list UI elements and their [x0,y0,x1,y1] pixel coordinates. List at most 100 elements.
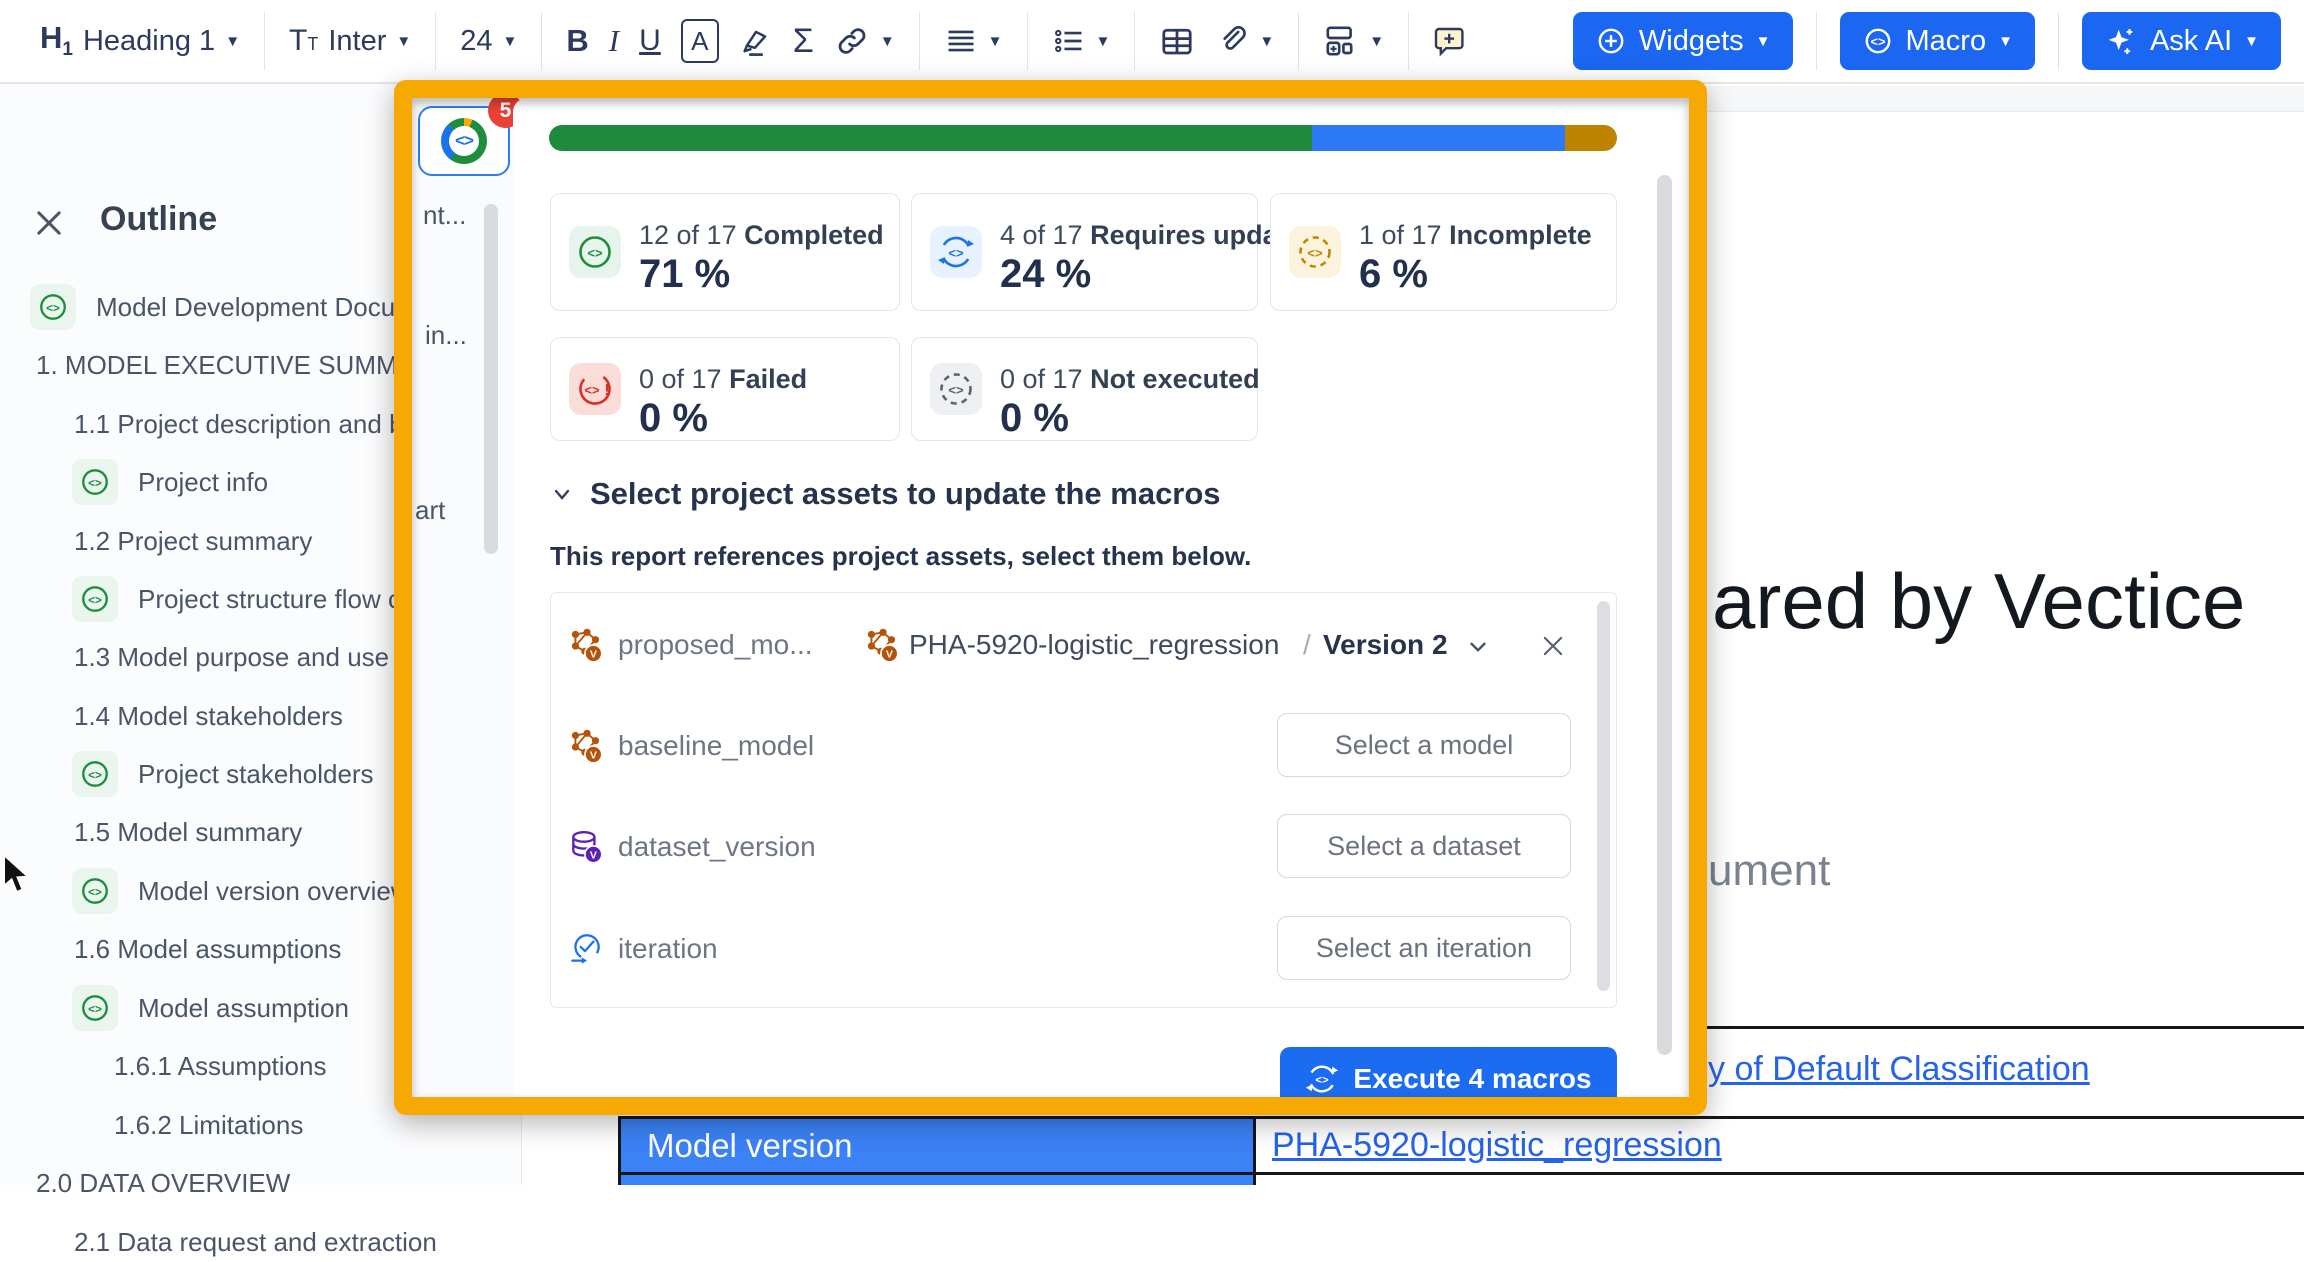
sidebar-item[interactable]: 1.6.1 Assumptions [114,1051,327,1081]
toolbar-divider [1026,12,1028,70]
svg-text:<>: <> [88,1003,102,1016]
sidebar-item[interactable]: Model assumption [138,993,349,1023]
outline-showthrough-fragment: nt... [423,200,467,230]
svg-text:<>: <> [88,886,102,899]
svg-text:!: ! [604,382,609,399]
table-button[interactable] [1159,23,1195,59]
toolbar-divider [918,12,920,70]
sidebar-item[interactable]: 1.4 Model stakeholders [74,701,343,731]
heading-style-dropdown[interactable]: H1 Heading 1 ▼ [40,20,240,61]
svg-text:<>: <> [584,383,600,398]
status-count: 12 of 17 [639,220,745,250]
sidebar-item[interactable]: 1.1 Project description and bu [74,409,418,439]
select-dataset-button[interactable]: Select a dataset [1277,814,1571,878]
svg-text:<>: <> [1316,1075,1330,1087]
chevron-down-icon[interactable] [1465,634,1491,660]
status-card-failed: <>! 0 of 17 Failed 0 % [550,337,900,441]
font-size-dropdown[interactable]: 24 ▼ [460,25,517,58]
sidebar-item[interactable]: 1.2 Project summary [74,526,313,556]
toolbar-divider [435,12,437,70]
svg-text:V: V [590,850,597,862]
status-percent: 6 % [1359,252,1428,296]
heading1-icon: H1 [40,20,73,61]
widgets-button[interactable]: Widgets ▼ [1572,12,1793,70]
caret-down-icon: ▼ [225,32,241,50]
svg-text:<>: <> [948,246,964,261]
caret-down-icon: ▼ [1369,32,1385,50]
select-iteration-button[interactable]: Select an iteration [1277,916,1571,980]
panel-scrollbar[interactable] [1657,175,1672,1055]
font-family-dropdown[interactable]: TT Inter ▼ [289,24,411,58]
attachment-dropdown[interactable]: ▼ [1215,24,1274,58]
ask-ai-button[interactable]: Ask AI ▼ [2081,12,2281,70]
macro-button[interactable]: <> Macro ▼ [1839,12,2035,70]
sidebar-item[interactable]: Model version overview [138,876,410,906]
text-color-button[interactable]: A [680,19,719,63]
sidebar-item[interactable]: 1. MODEL EXECUTIVE SUMMARY [36,350,451,380]
sidebar-item[interactable]: Project structure flow ch [138,584,416,614]
table-cell-selected [621,1175,1253,1185]
list-dropdown[interactable]: ▼ [1052,24,1111,58]
sidebar-item[interactable]: Project stakeholders [138,759,374,789]
outline-title: Outline [100,200,218,238]
model-version-link[interactable]: PHA-5920-logistic_regression [1272,1126,1722,1164]
assets-list: V proposed_mo... V PHA-5920-logistic_reg… [550,592,1617,1008]
sidebar-item[interactable]: 1.5 Model summary [74,817,303,847]
sidebar-item[interactable]: 2.0 DATA OVERVIEW [36,1168,291,1198]
formula-button[interactable]: Σ [792,21,814,60]
asset-name: baseline_model [618,730,815,761]
table-border [1700,1026,2304,1029]
document-link[interactable]: y of Default Classification [1708,1050,2090,1088]
caret-down-icon: ▼ [1755,32,1771,50]
svg-text:<>: <> [1307,246,1323,261]
model-version-icon: V [571,628,603,663]
status-percent: 0 % [1000,396,1069,440]
svg-text:V: V [590,649,597,661]
macro-panel: <> 12 of 17 Completed 71 % <> 4 of 17 Re… [513,98,1689,1111]
svg-text:V: V [590,750,597,762]
macro-label: Macro [1905,24,1987,57]
sparkle-icon [2108,29,2133,55]
sidebar-item[interactable]: Model Development Docum [96,292,417,322]
comment-button[interactable] [1433,23,1469,59]
paperclip-icon [1223,26,1247,50]
remove-asset-icon[interactable] [1539,632,1567,660]
sidebar-item[interactable]: 1.6.2 Limitations [114,1110,304,1140]
outline-scrollbar[interactable] [484,204,498,554]
svg-text:<>: <> [88,594,102,607]
status-count: 0 of 17 [639,364,730,394]
insert-block-dropdown[interactable]: ▼ [1323,23,1384,59]
macro-panel-toggle-button[interactable]: <> 5 [418,93,523,176]
sidebar-item[interactable]: Project info [138,467,269,497]
italic-button[interactable]: I [608,23,620,58]
asset-name: proposed_mo... [618,629,813,660]
sidebar-item[interactable]: 1.3 Model purpose and use [74,642,390,672]
status-percent: 71 % [639,252,731,296]
caret-down-icon: ▼ [1095,32,1111,50]
layout-blocks-icon [1326,26,1353,56]
status-card-completed: <> 12 of 17 Completed 71 % [550,193,900,311]
link-button[interactable]: ▼ [834,23,895,59]
bullet-list-icon [1054,29,1081,53]
section-description: This report references project assets, s… [550,541,1252,571]
section-title: Select project assets to update the macr… [590,476,1221,511]
selected-model-version[interactable]: PHA-5920-logistic_regression [909,629,1280,660]
bold-button[interactable]: B [566,23,589,58]
table-border [618,1172,2304,1175]
underline-button[interactable]: U [639,24,661,57]
sidebar-item[interactable]: 2.1 Data request and extraction [74,1227,437,1257]
select-model-button[interactable]: Select a model [1277,713,1571,777]
failed-icon: <>! [569,363,621,415]
close-icon[interactable] [32,206,66,240]
status-card-incomplete: <> 1 of 17 Incomplete 6 % [1270,193,1617,311]
select-assets-section-toggle[interactable]: Select project assets to update the macr… [550,476,1221,512]
comment-plus-icon [1434,27,1464,57]
execute-macros-button[interactable]: <> Execute 4 macros [1280,1047,1617,1111]
toolbar-divider [264,12,266,70]
align-dropdown[interactable]: ▼ [944,24,1003,58]
sidebar-item[interactable]: 1.6 Model assumptions [74,934,342,964]
link-icon [838,28,866,54]
assets-scrollbar[interactable] [1597,601,1610,991]
table-cell-selected[interactable]: Model version [621,1119,1253,1172]
highlight-button[interactable] [739,24,773,58]
